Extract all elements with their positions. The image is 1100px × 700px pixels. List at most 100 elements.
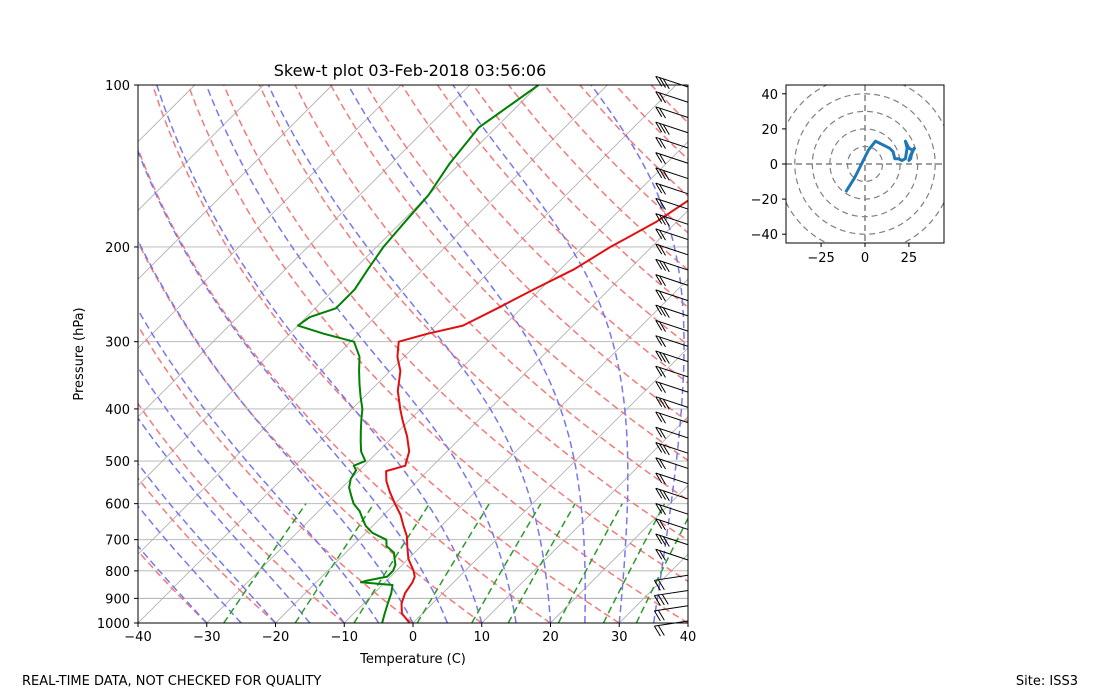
skewt-x-tick-label: 0 — [409, 630, 417, 645]
isotherm-line — [138, 85, 608, 555]
dry-adiabat-line — [138, 477, 276, 623]
skewt-x-tick-label: 30 — [611, 630, 628, 645]
isotherm-line — [138, 85, 402, 349]
moist-adiabat-line — [138, 416, 311, 623]
isotherm-line — [206, 141, 688, 623]
mixing-ratio-line — [602, 503, 666, 623]
wind-barb — [655, 289, 689, 302]
hodograph-y-tick-label: 0 — [770, 158, 778, 173]
wind-barb — [653, 605, 689, 622]
skewt-x-tick-label: −40 — [124, 630, 151, 645]
skewt-y-label: Pressure (hPa) — [72, 307, 87, 400]
isotherm-line — [412, 347, 688, 623]
skewt-y-tick-label: 600 — [105, 498, 130, 513]
hodograph-x-tick-label: −25 — [807, 251, 834, 266]
wind-barb — [655, 152, 689, 165]
dry-adiabat-line — [650, 85, 688, 124]
isotherm-line — [481, 416, 688, 623]
isotherm-line — [138, 85, 264, 212]
dry-adiabat-line — [758, 85, 1100, 623]
mixing-ratio-line — [294, 503, 375, 623]
moist-adiabat-line — [138, 308, 380, 623]
hodograph-y-ticks: 40 20 0 −20 −40 — [751, 88, 786, 243]
moist-adiabat-line — [267, 85, 552, 623]
hodograph-y-tick-label: −40 — [751, 228, 778, 243]
wind-barb — [655, 75, 689, 90]
hodograph-trace — [844, 139, 916, 193]
dry-adiabat-line — [401, 85, 688, 384]
mixing-ratio-line — [557, 503, 623, 623]
mixing-ratio-line — [507, 503, 576, 623]
wind-barb — [655, 197, 689, 210]
dry-adiabat-line — [187, 85, 688, 623]
wind-barb — [655, 442, 689, 456]
mixing-ratio-line — [635, 516, 688, 623]
mixing-ratio-line — [416, 503, 490, 623]
hodograph-wind-trace — [844, 139, 916, 193]
mixing-ratio-line — [353, 503, 431, 623]
wind-barbs — [653, 75, 689, 637]
hodograph-panel: −25 0 25 40 20 0 −20 −40 — [751, 84, 945, 266]
moist-adiabat-line — [590, 85, 685, 623]
skewt-title: Skew-t plot 03-Feb-2018 03:56:06 — [274, 61, 547, 80]
wind-barb — [655, 136, 689, 149]
site-label: Site: ISS3 — [1015, 674, 1078, 689]
hodograph-rings — [786, 85, 944, 243]
hodograph-y-tick-label: 20 — [761, 123, 778, 138]
skewt-x-tick-label: 10 — [473, 630, 490, 645]
dry-adiabat-line — [138, 550, 208, 623]
dry-adiabat-line — [138, 240, 483, 623]
wind-barb — [655, 182, 689, 195]
wind-barb — [655, 396, 689, 410]
wind-barb — [655, 91, 689, 104]
moist-adiabat-line — [205, 85, 517, 623]
mixing-ratio-line — [471, 503, 542, 623]
isotherm-line — [138, 85, 471, 418]
moist-adiabat-line — [138, 149, 449, 623]
skewt-x-tick-label: −30 — [193, 630, 220, 645]
wind-barb — [655, 411, 689, 424]
dry-adiabat-line — [138, 324, 414, 623]
wind-barb — [655, 503, 689, 516]
dry-adiabat-line — [686, 85, 688, 88]
dry-adiabat-line — [258, 85, 688, 542]
skewt-y-tick-label: 500 — [105, 455, 130, 470]
skewt-y-tick-label: 700 — [105, 534, 130, 549]
isotherm-line — [275, 209, 688, 623]
hodograph-x-ticks: −25 0 25 — [807, 243, 917, 266]
wind-barb — [655, 518, 689, 531]
dry-adiabat-line — [294, 85, 688, 502]
dry-adiabat-line — [722, 85, 1100, 623]
moist-adiabat-line — [138, 238, 414, 623]
dry-adiabat-line — [138, 402, 345, 623]
dry-adiabat-line — [543, 85, 688, 234]
moist-adiabat-line — [347, 85, 586, 623]
dry-adiabat-line — [508, 85, 688, 271]
isotherm-line — [0, 85, 57, 623]
mixing-ratio-line — [223, 503, 307, 623]
wind-barb — [655, 487, 689, 502]
wind-barb — [655, 533, 689, 547]
isotherm-line — [550, 484, 688, 623]
hodograph-x-tick-label: 25 — [901, 251, 918, 266]
dry-adiabat-line — [223, 85, 688, 583]
isotherm-line — [757, 85, 1100, 623]
skewt-x-label: Temperature (C) — [359, 652, 466, 667]
hodograph-x-tick-label: 0 — [861, 251, 869, 266]
moist-adiabat-line — [156, 85, 483, 623]
hodograph-y-tick-label: 40 — [761, 88, 778, 103]
moist-adiabat-line — [687, 619, 688, 623]
skewt-y-tick-label: 100 — [105, 79, 130, 94]
isotherm-line — [343, 278, 688, 623]
wind-barb — [655, 243, 689, 256]
skewt-background-lines — [0, 85, 1100, 623]
moist-adiabat-line — [138, 366, 345, 623]
wind-barb — [655, 213, 689, 227]
moist-adiabat-line — [452, 85, 629, 623]
wind-barb — [655, 365, 689, 378]
wind-barb — [655, 121, 689, 135]
wind-barb — [655, 258, 689, 273]
wind-barb — [655, 350, 689, 364]
wind-barb — [653, 620, 689, 637]
temperature-profile-line — [385, 199, 688, 623]
